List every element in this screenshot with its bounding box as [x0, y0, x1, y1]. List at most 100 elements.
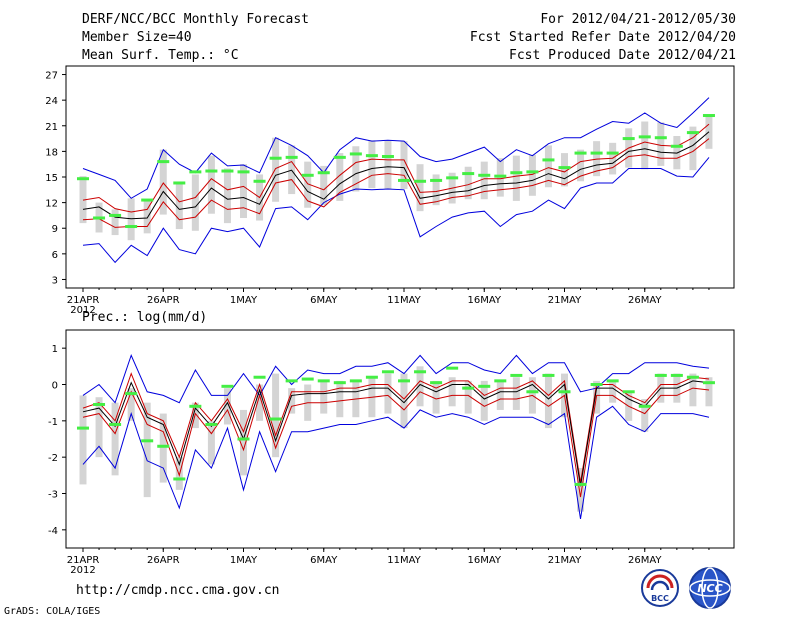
- observed-marker: [109, 422, 122, 426]
- observed-marker: [221, 384, 234, 388]
- y-tick-label: 0: [52, 381, 58, 392]
- spread-box: [79, 395, 87, 485]
- x-tick-label: 11MAY: [387, 555, 421, 566]
- spread-box: [191, 174, 199, 231]
- observed-marker: [173, 181, 186, 185]
- spread-box: [175, 182, 183, 230]
- spread-box: [304, 161, 312, 208]
- observed-marker: [558, 390, 571, 394]
- observed-marker: [622, 390, 635, 394]
- observed-marker: [462, 386, 475, 390]
- observed-marker: [558, 166, 571, 170]
- observed-marker: [221, 169, 234, 173]
- x-tick-label: 6MAY: [310, 555, 338, 566]
- observed-marker: [125, 392, 138, 396]
- ensemble-max-line: [82, 97, 710, 199]
- observed-marker: [430, 381, 443, 385]
- spread-box: [272, 137, 280, 202]
- observed-marker: [317, 379, 330, 383]
- observed-marker: [237, 170, 250, 174]
- spread-box: [561, 153, 568, 187]
- spread-box: [400, 373, 408, 429]
- y-tick-label: 1: [52, 344, 58, 355]
- observed-marker: [590, 151, 603, 155]
- spread-box: [288, 388, 296, 414]
- x-tick-label: 16MAY: [467, 295, 501, 306]
- observed-marker: [93, 402, 106, 406]
- bcc-logo-text: BCC: [651, 594, 669, 603]
- y-tick-label: 9: [52, 224, 58, 235]
- observed-marker: [365, 154, 378, 158]
- observed-marker: [478, 384, 491, 388]
- variable-label: Mean Surf. Temp.: °C: [82, 48, 239, 63]
- ncc-logo-text: NCC: [697, 582, 722, 595]
- observed-marker: [253, 179, 266, 183]
- y-tick-label: 24: [45, 96, 58, 107]
- observed-marker: [526, 390, 539, 394]
- observed-marker: [542, 158, 555, 162]
- observed-marker: [414, 370, 427, 374]
- ensemble-lower-line: [82, 387, 710, 498]
- y-tick-label: 6: [52, 250, 58, 261]
- observed-marker: [414, 179, 427, 183]
- y-tick-label: -2: [48, 453, 58, 464]
- observed-marker: [510, 171, 523, 175]
- ncc-logo: NCC: [689, 567, 731, 609]
- x-tick-label: 21MAY: [548, 295, 582, 306]
- spread-box: [223, 388, 231, 425]
- observed-marker: [606, 151, 619, 155]
- spread-box: [336, 153, 344, 201]
- x-tick-label: 16MAY: [467, 555, 501, 566]
- spread-box: [400, 141, 408, 189]
- chart-title: DERF/NCC/BCC Monthly Forecast: [82, 12, 309, 27]
- forecast-produced-date: Fcst Produced Date 2012/04/21: [509, 48, 736, 63]
- observed-marker: [494, 174, 507, 178]
- forecast-started-date: Fcst Started Refer Date 2012/04/20: [469, 30, 736, 45]
- spread-box: [464, 166, 472, 200]
- spread-box: [223, 168, 231, 224]
- spread-box: [336, 380, 344, 418]
- spread-box: [159, 149, 167, 215]
- observed-marker: [702, 381, 715, 385]
- spread-box: [528, 154, 536, 196]
- observed-marker: [574, 482, 587, 486]
- observed-marker: [622, 137, 635, 141]
- observed-marker: [446, 176, 459, 180]
- observed-marker: [205, 422, 218, 426]
- spread-box: [705, 377, 713, 407]
- observed-marker: [189, 404, 202, 408]
- spread-box: [641, 399, 649, 432]
- observed-marker: [125, 225, 138, 229]
- observed-marker: [205, 169, 218, 173]
- spread-box: [641, 121, 649, 170]
- observed-marker: [381, 370, 394, 374]
- x-tick-label: 21APR: [67, 555, 100, 566]
- spread-box: [512, 155, 520, 201]
- observed-marker: [141, 439, 154, 443]
- observed-marker: [77, 177, 89, 181]
- spread-box: [416, 164, 424, 212]
- observed-marker: [285, 155, 298, 159]
- y-tick-label: 21: [45, 122, 58, 133]
- spread-box: [432, 174, 440, 206]
- observed-marker: [670, 373, 683, 377]
- y-tick-label: 15: [45, 173, 58, 184]
- observed-marker: [430, 178, 443, 182]
- observed-marker: [574, 151, 587, 155]
- y-tick-label: -4: [48, 526, 58, 537]
- source-url[interactable]: http://cmdp.ncc.cma.gov.cn: [76, 583, 280, 598]
- observed-marker: [349, 152, 362, 156]
- observed-marker: [157, 444, 170, 448]
- observed-marker: [606, 379, 619, 383]
- observed-marker: [301, 173, 314, 177]
- spread-box: [240, 164, 247, 218]
- x-tick-label: 1MAY: [230, 555, 258, 566]
- y-tick-label: -3: [48, 490, 58, 501]
- spread-box: [432, 380, 440, 414]
- spread-box: [272, 373, 280, 458]
- x-year-label: 2012: [70, 305, 95, 316]
- spread-box: [577, 468, 585, 512]
- observed-marker: [253, 375, 266, 379]
